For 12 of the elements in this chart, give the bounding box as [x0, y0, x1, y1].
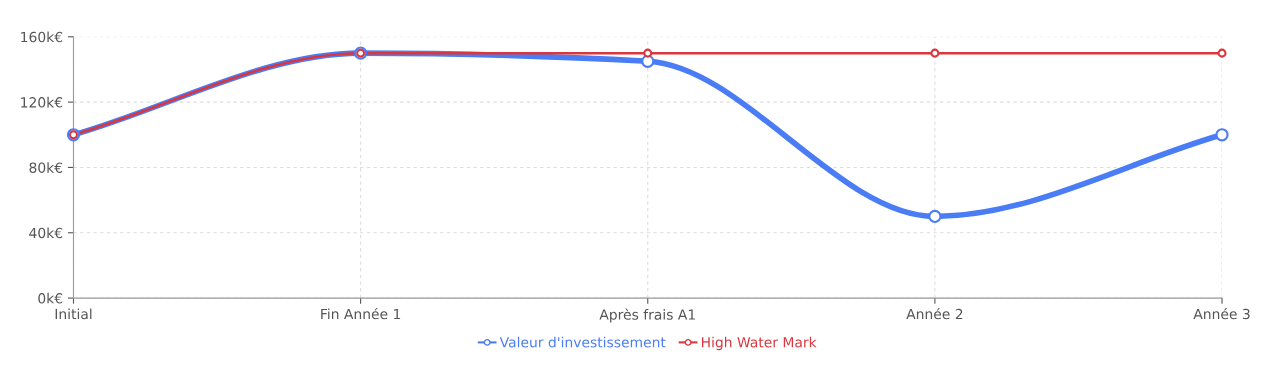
legend-label: High Water Mark	[701, 336, 817, 351]
x-tick-label: Initial	[55, 308, 92, 320]
x-tick-label: Année 3	[1193, 307, 1250, 320]
y-tick-label: 0k€	[38, 292, 63, 304]
y-tick-label: 160k€	[21, 31, 63, 43]
x-tick-label: Après frais A1	[599, 308, 695, 323]
x-tick-label: Année 2	[906, 307, 963, 320]
y-tick-label: 120k€	[21, 96, 63, 108]
y-tick-label: 40k€	[29, 227, 63, 239]
y-tick-label: 80k€	[29, 162, 63, 173]
legend-label: Valeur d'investissement	[499, 336, 666, 348]
x-tick-label: Fin Année 1	[321, 307, 401, 320]
